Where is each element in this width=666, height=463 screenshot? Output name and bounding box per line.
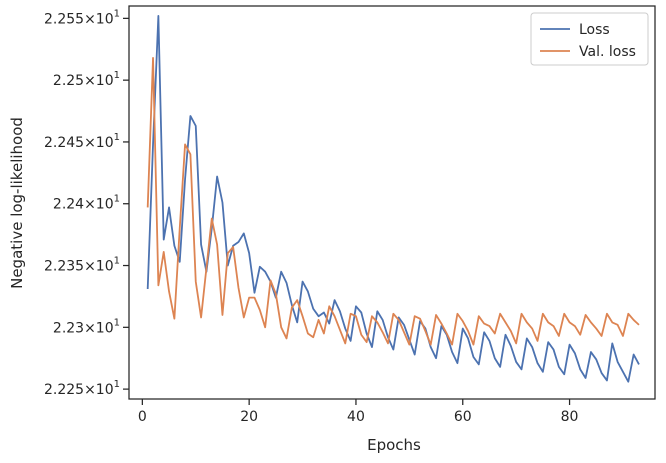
y-tick-label: 2.225×101 [44, 379, 120, 398]
x-tick-label: 80 [561, 409, 579, 425]
x-tick-label: 0 [138, 409, 147, 425]
x-axis-ticks: 0 20 40 60 80 [138, 399, 579, 425]
x-axis-label: Epochs [367, 436, 421, 454]
legend-box [530, 12, 649, 66]
legend: Loss Val. loss [530, 12, 649, 66]
x-tick-label: 60 [454, 409, 472, 425]
y-tick-label: 2.25×101 [53, 70, 120, 89]
y-tick-label: 2.23×101 [53, 317, 120, 336]
legend-label-val-loss: Val. loss [579, 44, 636, 60]
x-tick-label: 40 [347, 409, 365, 425]
y-tick-label: 2.245×101 [44, 132, 120, 151]
series-line-val-loss [146, 57, 640, 346]
plot-frame [128, 5, 656, 400]
series-layer [146, 14, 640, 383]
series-line-loss [146, 14, 640, 383]
y-tick-label: 2.235×101 [44, 256, 120, 275]
legend-label-loss: Loss [579, 22, 610, 38]
y-tick-label: 2.255×101 [44, 8, 120, 27]
y-tick-label: 2.24×101 [53, 194, 120, 213]
x-tick-label: 20 [240, 409, 258, 425]
y-axis-label: Negative log-likelihood [8, 117, 26, 289]
y-axis-ticks: 2.225×101 2.23×101 2.235×101 2.24×101 2.245×… [44, 8, 129, 398]
